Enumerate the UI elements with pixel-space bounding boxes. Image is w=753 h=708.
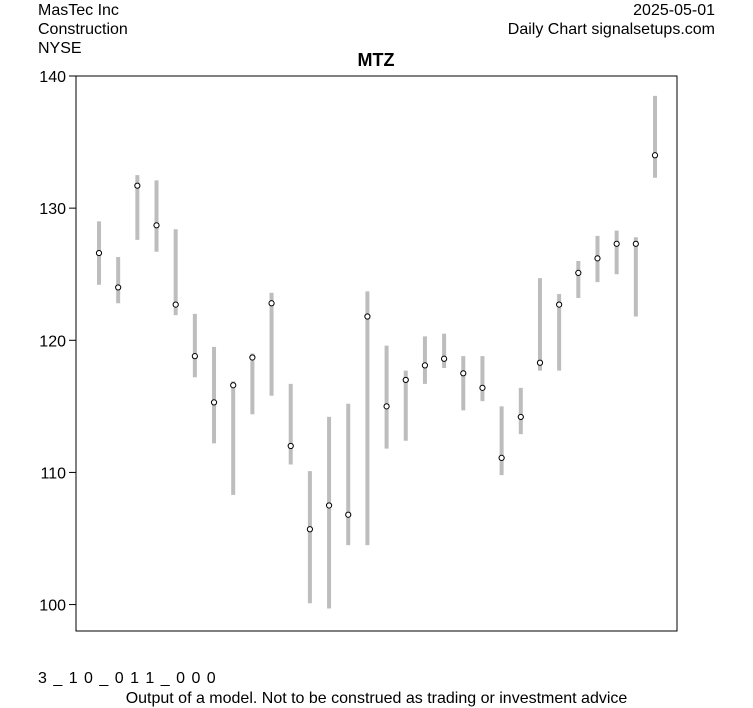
- y-tick-label: 130: [39, 201, 66, 218]
- close-marker: [517, 413, 524, 421]
- close-marker: [498, 454, 505, 461]
- close-marker: [287, 442, 294, 450]
- header-left: MasTec Inc Construction NYSE: [38, 1, 128, 58]
- close-marker: [613, 240, 620, 247]
- y-tick-label: 110: [40, 465, 66, 482]
- sector-label: Construction: [38, 21, 128, 38]
- close-marker: [575, 269, 582, 276]
- range-bars: [97, 95, 657, 609]
- chart-source: Daily Chart signalsetups.com: [507, 21, 715, 38]
- y-tick-label: 140: [39, 69, 66, 86]
- close-marker: [230, 382, 237, 389]
- y-tick-label: 120: [39, 333, 66, 350]
- chart-date: 2025-05-01: [633, 2, 715, 19]
- close-marker: [268, 300, 275, 307]
- close-marker: [345, 511, 352, 518]
- plot-frame: [75, 75, 678, 632]
- close-marker: [536, 359, 544, 366]
- close-marker: [479, 384, 486, 391]
- close-marker: [115, 284, 122, 291]
- close-marker: [172, 301, 179, 308]
- close-marker: [210, 399, 218, 406]
- exchange-label: NYSE: [38, 40, 82, 57]
- close-marker: [249, 354, 256, 361]
- close-marker: [364, 313, 371, 320]
- model-code: 3 _ 1 0 _ 0 1 1 _ 0 0 0: [38, 670, 217, 687]
- close-marker: [306, 526, 313, 533]
- header-right: 2025-05-01 Daily Chart signalsetups.com: [508, 1, 715, 39]
- close-marker: [95, 249, 103, 257]
- y-tick-label: 100: [39, 598, 66, 615]
- close-marker: [153, 222, 160, 229]
- company-name: MasTec Inc: [38, 2, 119, 19]
- chart-title: MTZ: [358, 50, 395, 70]
- close-marker: [191, 353, 198, 360]
- close-marker: [556, 301, 563, 308]
- close-markers: [95, 152, 659, 533]
- disclaimer: Output of a model. Not to be construed a…: [125, 690, 628, 707]
- close-marker: [134, 182, 141, 189]
- close-marker: [325, 502, 333, 509]
- close-marker: [383, 403, 390, 410]
- close-marker: [651, 152, 659, 159]
- close-marker: [441, 355, 448, 362]
- close-marker: [594, 255, 601, 262]
- close-marker: [632, 240, 639, 247]
- y-axis: 100 110 120 130 140: [39, 69, 76, 615]
- close-marker: [402, 376, 409, 384]
- close-marker: [460, 370, 467, 377]
- close-marker: [421, 362, 429, 369]
